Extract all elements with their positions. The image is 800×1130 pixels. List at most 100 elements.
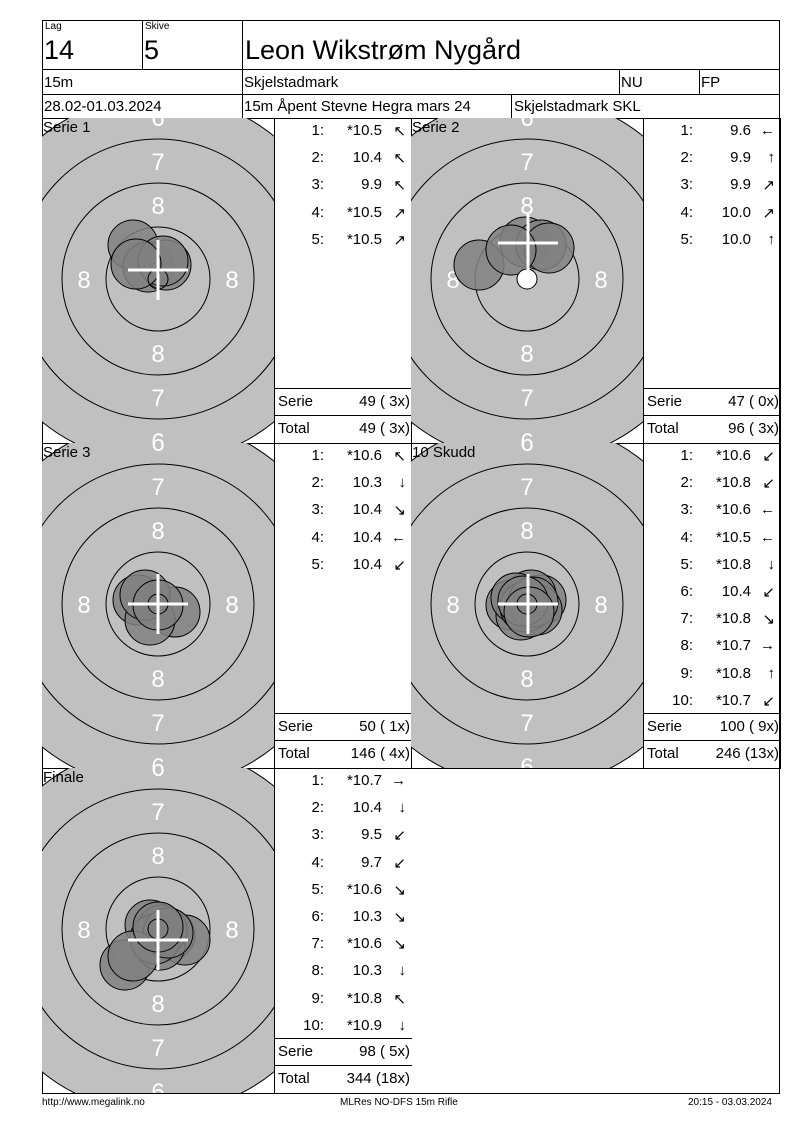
shot-direction-arrow-icon: ↘ (393, 502, 406, 520)
serie-label: Serie (647, 393, 683, 410)
shot-direction-arrow-icon: ↘ (393, 936, 406, 954)
shot-row: 3: 9.9 ↗ (644, 176, 781, 198)
shot-direction-arrow-icon: → (391, 772, 406, 789)
shot-direction-arrow-icon: ↖ (393, 150, 406, 168)
shot-number: 1: (311, 122, 324, 139)
shot-direction-arrow-icon: ↓ (767, 555, 776, 573)
shot-row: 2: 10.3 ↓ (275, 474, 412, 496)
ring-number: 7 (520, 385, 533, 412)
divider (274, 118, 275, 443)
divider (643, 118, 644, 443)
total-row: Total 49 ( 3x) (275, 415, 412, 441)
shot-direction-arrow-icon: ↑ (767, 664, 776, 682)
ring-number: 8 (520, 341, 533, 368)
divider (42, 94, 780, 95)
shot-number: 1: (680, 447, 693, 464)
divider (274, 768, 275, 1093)
serie-value: 49 ( 3x) (359, 393, 410, 410)
shot-number: 7: (680, 610, 693, 628)
shot-value: 10.3 (352, 474, 382, 492)
shot-number: 3: (680, 501, 693, 519)
shot-direction-arrow-icon: → (760, 637, 775, 655)
shot-value: 9.9 (361, 176, 382, 194)
panel-title: Serie 2 (412, 119, 460, 136)
shot-row: 3: 10.4 ↘ (275, 501, 412, 523)
divider (511, 94, 512, 118)
score-list: 1: 9.6 ← 2: 9.9 ↑ 3: 9.9 ↗ 4: 10.0 ↗ 5: 10.0 ↑ Serie 47 … (644, 118, 781, 443)
panel-title: 10 Skudd (412, 444, 476, 461)
shot-value: *10.5 (346, 230, 382, 248)
lag-label: Lag (45, 21, 62, 32)
total-label: Total (647, 745, 679, 762)
shot-row: 9: *10.8 ↖ (275, 990, 412, 1012)
total-row: Total 96 ( 3x) (644, 415, 781, 441)
ring-number: 8 (151, 518, 164, 545)
ring-number: 7 (151, 149, 164, 176)
divider (274, 443, 275, 768)
shot-row: 7: *10.6 ↘ (275, 935, 412, 957)
shot-row: 4: *10.5 ← (644, 529, 781, 551)
shot-direction-arrow-icon: ← (760, 528, 775, 546)
shot-value: *10.6 (346, 447, 382, 464)
ring-number: 8 (151, 341, 164, 368)
shot-hole (485, 224, 537, 276)
ring-number: 8 (77, 267, 90, 294)
target-ring (474, 551, 580, 657)
total-value: 246 (13x) (715, 745, 779, 762)
shot-row: 1: *10.5 ↖ (275, 122, 412, 144)
shot-number: 8: (680, 637, 693, 655)
total-value: 96 ( 3x) (728, 420, 779, 437)
footer-link[interactable]: http://www.megalink.no (42, 1097, 145, 1108)
shot-number: 4: (311, 203, 324, 221)
serie-label: Serie (278, 718, 314, 735)
panel-border (411, 443, 781, 769)
total-value: 344 (18x) (346, 1070, 410, 1087)
ring-number: 7 (151, 710, 164, 737)
shot-row: 1: *10.6 ↙ (644, 447, 781, 469)
shot-row: 2: *10.8 ↙ (644, 474, 781, 496)
shot-row: 4: 10.4 ← (275, 529, 412, 551)
ring-number: 6 (151, 118, 164, 132)
shot-value: 10.4 (721, 583, 751, 600)
shot-direction-arrow-icon: ↗ (393, 231, 406, 249)
panel-border (42, 768, 275, 1094)
target-ring (42, 788, 274, 1070)
ring-number: 7 (151, 385, 164, 412)
shot-number: 3: (311, 826, 324, 844)
shot-value: 9.7 (361, 853, 382, 871)
divider (699, 69, 700, 94)
skive-value: 5 (144, 35, 160, 65)
distance: 15m (44, 74, 74, 91)
shot-number: 2: (680, 474, 693, 492)
dates: 28.02-01.03.2024 (44, 98, 162, 115)
score-list: 1: *10.6 ↙ 2: *10.8 ↙ 3: *10.6 ← 4: *10.5 ← 5: *10.8 ↓… (644, 443, 781, 768)
shot-direction-arrow-icon: ↓ (398, 474, 407, 492)
target-ring (61, 832, 255, 1026)
shot-number: 10: (672, 691, 693, 709)
ring-number: 8 (594, 592, 607, 619)
ring-number: 6 (151, 768, 164, 782)
ring-number: 7 (151, 474, 164, 501)
divider (42, 69, 780, 70)
shot-direction-arrow-icon: ↘ (762, 611, 775, 629)
shot-row: 2: 10.4 ↖ (275, 149, 412, 171)
ring-number: 7 (151, 1035, 164, 1062)
ring-number: 8 (520, 193, 533, 220)
shot-value: *10.7 (715, 691, 751, 709)
shot-row: 3: 9.5 ↙ (275, 826, 412, 848)
score-list: 1: *10.6 ↖ 2: 10.3 ↓ 3: 10.4 ↘ 4: 10.4 ← 5: 10.4 ↙ Seri… (275, 443, 412, 768)
shot-direction-arrow-icon: ↖ (393, 123, 406, 140)
shot-row: 5: *10.6 ↘ (275, 881, 412, 903)
shot-row: 6: 10.4 ↙ (644, 583, 781, 605)
shot-value: *10.8 (346, 989, 382, 1007)
serie-row: Serie 50 ( 1x) (275, 713, 412, 739)
shot-value: *10.5 (715, 528, 751, 546)
shot-direction-arrow-icon: ↑ (767, 149, 776, 167)
shot-number: 10: (303, 1016, 324, 1034)
target-ring (430, 182, 624, 376)
serie-row: Serie 47 ( 0x) (644, 388, 781, 414)
ring-number: 8 (520, 518, 533, 545)
